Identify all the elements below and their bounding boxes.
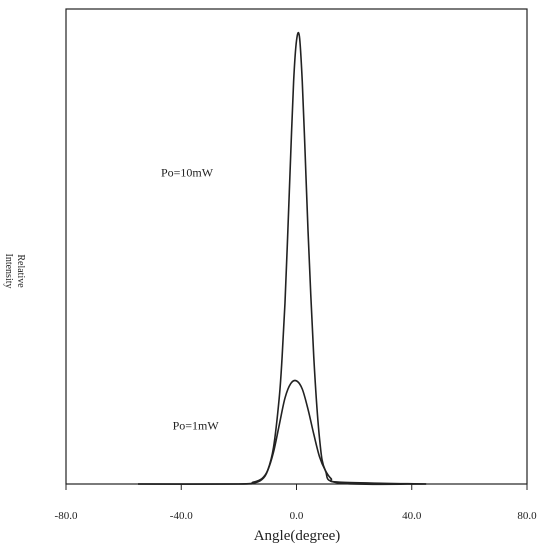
x-tick-label: -40.0	[170, 510, 193, 522]
series-line-po-10mw	[138, 31, 427, 486]
x-tick-label: 40.0	[402, 510, 422, 522]
x-axis-ticks	[65, 484, 528, 490]
x-tick-label: 0.0	[290, 510, 304, 522]
plot-frame	[65, 8, 528, 485]
x-axis-tick-labels: -80.0 -40.0 0.0 40.0 80.0	[55, 510, 538, 522]
y-axis-label-line1: Relative	[15, 254, 26, 288]
y-axis-label: Relative Intensity	[3, 254, 26, 289]
annotation-po-10mw: Po=10mW	[161, 165, 214, 179]
x-axis-label: Angle(degree)	[254, 528, 341, 544]
series-line-po-1mw	[138, 379, 427, 485]
x-tick-label: -80.0	[55, 510, 78, 522]
series-layer	[138, 31, 427, 486]
annotation-po-1mw: Po=1mW	[173, 419, 220, 433]
x-tick-label: 80.0	[517, 510, 537, 522]
y-axis-label-line2: Intensity	[3, 254, 14, 289]
